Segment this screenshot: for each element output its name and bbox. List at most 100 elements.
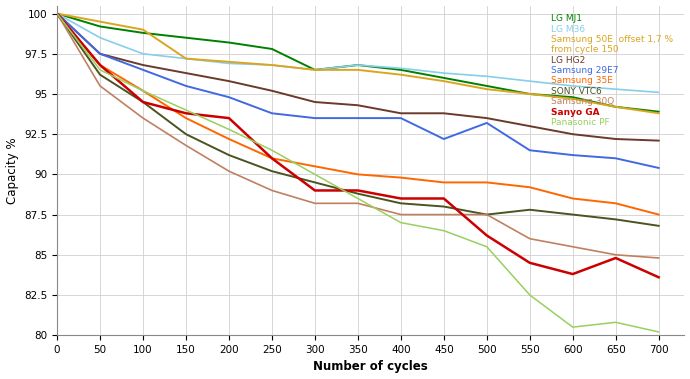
LG MJ1	[655, 110, 663, 114]
Sanyo GA	[96, 63, 104, 67]
Line: Samsung 30Q: Samsung 30Q	[57, 14, 659, 258]
Samsung 35E	[569, 196, 577, 201]
LG HG2	[268, 89, 276, 93]
Sanyo GA	[655, 275, 663, 280]
Samsung 35E	[268, 156, 276, 161]
LG M36	[310, 67, 319, 72]
Panasonic PF	[569, 325, 577, 329]
Samsung 35E	[310, 164, 319, 169]
Samsung 30Q	[397, 212, 405, 217]
Samsung 35E	[96, 63, 104, 67]
Samsung 35E	[397, 175, 405, 180]
Panasonic PF	[139, 89, 147, 93]
Sanyo GA	[53, 11, 61, 16]
LG M36	[526, 79, 534, 83]
SONY VTC6	[354, 191, 362, 196]
Samsung 35E	[53, 11, 61, 16]
Panasonic PF	[182, 108, 190, 112]
Samsung 29E7	[526, 148, 534, 152]
LG HG2	[611, 137, 620, 141]
LG HG2	[526, 124, 534, 128]
LG MJ1	[225, 40, 233, 45]
SONY VTC6	[268, 169, 276, 174]
Sanyo GA	[182, 111, 190, 116]
LG MJ1	[397, 67, 405, 72]
LG M36	[482, 74, 491, 78]
SONY VTC6	[225, 153, 233, 157]
LG MJ1	[482, 84, 491, 88]
Samsung 29E7	[139, 67, 147, 72]
Panasonic PF	[482, 244, 491, 249]
LG HG2	[397, 111, 405, 116]
Panasonic PF	[268, 148, 276, 152]
Sanyo GA	[268, 156, 276, 161]
Samsung 30Q	[526, 236, 534, 241]
Samsung 30Q	[655, 256, 663, 260]
Samsung 35E	[611, 201, 620, 205]
Samsung 35E	[182, 116, 190, 121]
Sanyo GA	[611, 256, 620, 260]
LG M36	[354, 63, 362, 67]
SONY VTC6	[440, 204, 448, 209]
LG MJ1	[611, 105, 620, 109]
SONY VTC6	[482, 212, 491, 217]
Samsung 30Q	[440, 212, 448, 217]
Line: LG M36: LG M36	[57, 14, 659, 92]
SONY VTC6	[655, 224, 663, 228]
Samsung 50E  offset 1,7 %
from cycle 150	[526, 92, 534, 96]
Samsung 35E	[225, 137, 233, 141]
Y-axis label: Capacity %: Capacity %	[6, 137, 19, 204]
LG MJ1	[526, 92, 534, 96]
Samsung 30Q	[182, 143, 190, 148]
Panasonic PF	[53, 11, 61, 16]
LG M36	[611, 87, 620, 91]
Samsung 29E7	[182, 84, 190, 88]
LG MJ1	[440, 76, 448, 80]
Panasonic PF	[397, 220, 405, 225]
Sanyo GA	[526, 260, 534, 265]
Samsung 50E  offset 1,7 %
from cycle 150	[354, 67, 362, 72]
SONY VTC6	[182, 132, 190, 136]
Line: SONY VTC6: SONY VTC6	[57, 14, 659, 226]
Sanyo GA	[569, 272, 577, 276]
Samsung 30Q	[53, 11, 61, 16]
LG MJ1	[268, 47, 276, 51]
LG MJ1	[53, 11, 61, 16]
Panasonic PF	[310, 172, 319, 177]
Samsung 30Q	[225, 169, 233, 174]
X-axis label: Number of cycles: Number of cycles	[313, 360, 428, 373]
Samsung 50E  offset 1,7 %
from cycle 150	[53, 11, 61, 16]
Line: Samsung 35E: Samsung 35E	[57, 14, 659, 215]
Line: Samsung 50E  offset 1,7 %
from cycle 150: Samsung 50E offset 1,7 % from cycle 150	[57, 14, 659, 113]
Samsung 29E7	[611, 156, 620, 161]
Samsung 35E	[139, 89, 147, 93]
LG M36	[139, 52, 147, 56]
Sanyo GA	[397, 196, 405, 201]
Samsung 35E	[482, 180, 491, 185]
Samsung 29E7	[53, 11, 61, 16]
Sanyo GA	[482, 233, 491, 238]
LG HG2	[310, 100, 319, 104]
Samsung 29E7	[569, 153, 577, 157]
Samsung 50E  offset 1,7 %
from cycle 150	[139, 27, 147, 32]
Samsung 30Q	[611, 252, 620, 257]
Samsung 50E  offset 1,7 %
from cycle 150	[225, 60, 233, 64]
Panasonic PF	[354, 196, 362, 201]
Samsung 30Q	[310, 201, 319, 205]
LG HG2	[53, 11, 61, 16]
LG M36	[182, 56, 190, 61]
LG HG2	[182, 71, 190, 75]
Samsung 29E7	[225, 95, 233, 99]
LG MJ1	[96, 24, 104, 29]
Sanyo GA	[139, 100, 147, 104]
Samsung 29E7	[440, 137, 448, 141]
LG M36	[225, 61, 233, 66]
Sanyo GA	[310, 188, 319, 193]
Samsung 50E  offset 1,7 %
from cycle 150	[96, 19, 104, 24]
LG MJ1	[569, 95, 577, 99]
Samsung 50E  offset 1,7 %
from cycle 150	[569, 97, 577, 101]
Sanyo GA	[440, 196, 448, 201]
LG M36	[440, 71, 448, 75]
Legend: LG MJ1, LG M36, Samsung 50E  offset 1,7 %
from cycle 150, LG HG2, Samsung 29E7, : LG MJ1, LG M36, Samsung 50E offset 1,7 %…	[547, 11, 676, 130]
LG M36	[268, 63, 276, 67]
